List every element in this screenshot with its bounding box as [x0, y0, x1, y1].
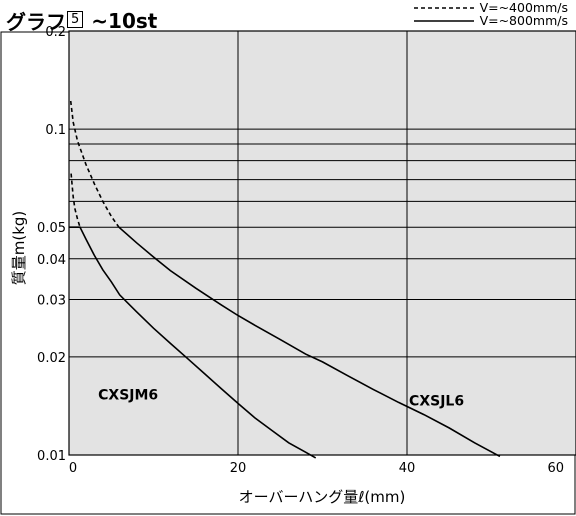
series-0-solid-line [69, 226, 317, 459]
legend-item-dashed: V=~400mm/s [413, 0, 568, 15]
y-tick-label-4: 0.03 [37, 294, 66, 309]
y-tick-label-0: 0.2 [45, 25, 66, 40]
y-tick-label-5: 0.02 [37, 351, 66, 366]
legend-dashed-swatch [413, 6, 474, 9]
chart-header: グラフ 5 ~10st [6, 6, 158, 35]
series-1-solid-line [118, 226, 501, 458]
y-tick-label-2: 0.05 [37, 221, 66, 236]
plot-area [69, 31, 576, 455]
legend: V=~400mm/s V=~800mm/s [413, 0, 568, 28]
x-tick-label-0: 0 [69, 461, 77, 476]
y-tick-label-3: 0.04 [37, 253, 66, 268]
legend-solid-swatch [413, 19, 474, 22]
x-axis-label: オーバーハング量ℓ(mm) [239, 488, 406, 506]
x-tick-label-1: 20 [230, 461, 247, 476]
curve-label-0: CXSJM6 [98, 388, 158, 404]
x-tick-label-3: 60 [547, 461, 564, 476]
curves [69, 100, 501, 459]
curve-label-1: CXSJL6 [409, 393, 464, 409]
legend-item-solid: V=~800mm/s [413, 13, 568, 28]
series-1-dashed-line [69, 100, 120, 228]
plot-border [68, 30, 576, 456]
y-tick-label-6: 0.01 [37, 449, 66, 464]
curve-annotations: CXSJM6 CXSJL6 [98, 388, 464, 410]
y-tick-labels: 0.2 0.1 0.05 0.04 0.03 0.02 0.01 [37, 25, 66, 464]
series-0-dashed-line [70, 173, 81, 228]
legend-label-solid: V=~800mm/s [479, 13, 568, 28]
legend-label-dashed: V=~400mm/s [479, 0, 568, 15]
x-tick-labels: 0 20 40 60 [69, 461, 564, 476]
graph-number-box: 5 [67, 11, 84, 28]
y-tick-label-1: 0.1 [45, 123, 66, 138]
x-tick-label-2: 40 [399, 461, 416, 476]
chart-subtitle: ~10st [91, 8, 158, 33]
chart-title: グラフ [6, 10, 66, 34]
y-axis-label: 質量m(kg) [10, 211, 28, 286]
